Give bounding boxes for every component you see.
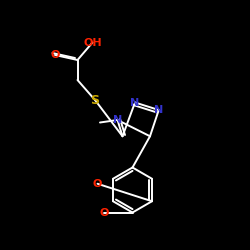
Text: O: O bbox=[93, 179, 102, 189]
Text: O: O bbox=[50, 50, 60, 60]
Text: O: O bbox=[99, 208, 108, 218]
Text: N: N bbox=[130, 98, 140, 108]
Text: OH: OH bbox=[83, 38, 102, 48]
Text: S: S bbox=[90, 94, 100, 106]
Text: N: N bbox=[113, 115, 122, 125]
Text: N: N bbox=[154, 105, 164, 115]
